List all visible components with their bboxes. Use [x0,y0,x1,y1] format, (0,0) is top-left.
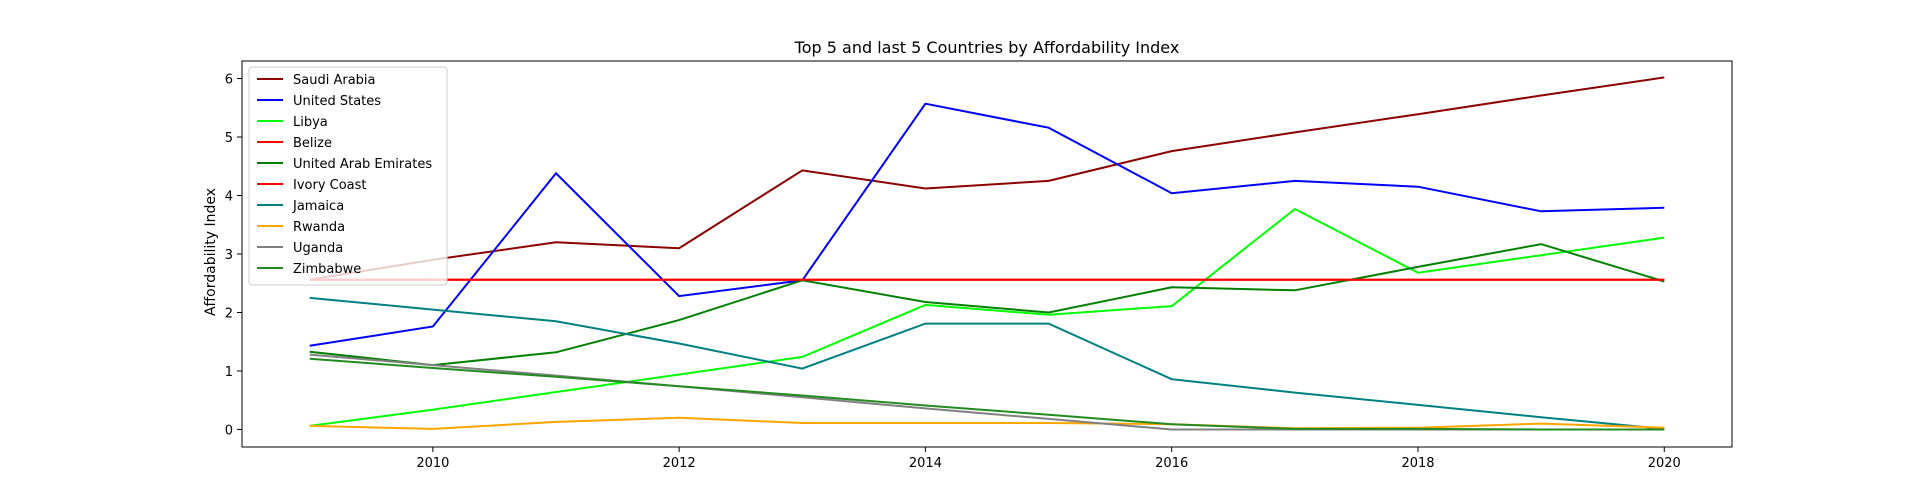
y-tick-label: 4 [225,190,233,205]
legend-box [248,66,448,286]
x-tick-label: 2012 [663,456,696,471]
legend-label: Ivory Coast [293,178,367,193]
x-tick-label: 2018 [1401,456,1434,471]
legend-label: Saudi Arabia [293,73,376,88]
series-line-1 [309,76,1665,281]
x-tick-label: 2010 [416,456,449,471]
y-tick-label: 3 [225,248,233,263]
legend-label: United Arab Emirates [293,157,432,172]
legend-label: Libya [293,115,328,130]
series-line-5 [309,243,1665,367]
legend-label: Jamaica [292,199,344,214]
series-line-2 [309,102,1665,347]
series-layer [309,76,1665,431]
y-tick-label: 2 [225,306,233,321]
chart-title: Top 5 and last 5 Countries by Affordabil… [794,38,1180,57]
series-line-3 [309,207,1665,427]
legend-label: Rwanda [293,220,345,235]
y-axis-label: Affordability Index [203,188,219,316]
y-tick-label: 1 [225,365,233,380]
legend: Saudi Arabia United States Libya Belize Unit… [248,66,448,286]
legend-label: United States [293,94,381,109]
series-line-10 [309,357,1665,431]
legend-label: Uganda [293,241,343,256]
x-tick-label: 2014 [909,456,942,471]
x-tick-label: 2016 [1155,456,1188,471]
y-tick-label: 6 [225,73,233,88]
y-tick-label: 5 [225,131,233,146]
series-line-7 [309,296,1665,430]
plot-frame [241,60,1733,448]
legend-label: Belize [293,136,332,151]
series-line-8 [309,416,1665,430]
x-tick-label: 2020 [1648,456,1681,471]
legend-label: Zimbabwe [293,262,361,277]
axes-layer: 2010 2012 2014 2016 2018 2020 0 1 2 3 4 5 6 [225,60,1733,471]
series-line-9 [309,353,1665,431]
y-tick-label: 0 [225,423,233,438]
